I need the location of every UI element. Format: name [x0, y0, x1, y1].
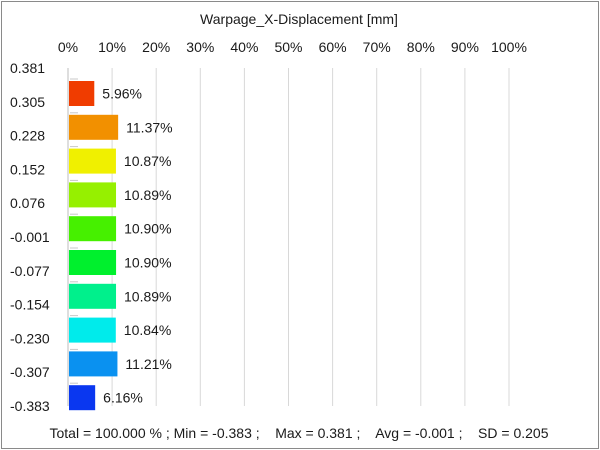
bar: [69, 283, 117, 309]
bar-labels: 5.96% 11.37% 10.87% 10.89% 10.90% 10.90% 10.89…: [102, 86, 172, 406]
y-boundary-label: -0.383: [10, 398, 50, 414]
x-tick-label: 100%: [491, 39, 527, 55]
bar: [69, 81, 95, 106]
bar-value-label: 11.21%: [125, 356, 171, 372]
x-tick-label: 20%: [142, 39, 170, 55]
bar-value-label: 6.16%: [103, 390, 143, 406]
bar-value-label: 5.96%: [102, 86, 142, 102]
x-tick-label: 90%: [451, 39, 479, 55]
bar: [69, 114, 119, 140]
y-boundary-label: 0.076: [10, 195, 45, 211]
chart-title: Warpage_X-Displacement [mm]: [200, 11, 398, 27]
bar: [69, 250, 117, 275]
bar: [69, 385, 96, 411]
bar-value-label: 10.89%: [124, 288, 171, 304]
x-axis-ticks: 0% 10% 20% 30% 40% 50% 60% 70% 80% 90% 100%: [58, 39, 527, 55]
bar-value-label: 10.89%: [124, 187, 171, 203]
y-boundary-label: -0.230: [10, 330, 50, 346]
x-tick-label: 60%: [319, 39, 347, 55]
bar-value-label: 10.90%: [124, 255, 171, 271]
bar: [69, 216, 117, 242]
bar: [69, 148, 116, 174]
y-boundary-label: -0.307: [10, 364, 50, 380]
bar-value-label: 11.37%: [126, 119, 172, 135]
x-tick-label: 30%: [186, 39, 214, 55]
y-boundary-label: 0.305: [10, 94, 45, 110]
y-axis-boundaries: 0.381 0.305 0.228 0.152 0.076 -0.001 -0.077 -0.…: [10, 60, 50, 414]
x-tick-label: 10%: [98, 39, 126, 55]
summary-statistics: Total = 100.000 % ; Min = -0.383 ; Max =…: [50, 425, 549, 441]
bar: [69, 351, 118, 377]
x-tick-label: 40%: [230, 39, 258, 55]
bars: [69, 78, 119, 411]
y-boundary-label: -0.154: [10, 297, 50, 313]
y-boundary-label: 0.152: [10, 161, 45, 177]
x-tick-label: 80%: [407, 39, 435, 55]
bar-value-label: 10.87%: [124, 153, 171, 169]
y-boundary-label: -0.001: [10, 229, 50, 245]
bar: [69, 182, 117, 208]
x-tick-label: 0%: [58, 39, 78, 55]
bar: [69, 317, 116, 343]
x-tick-label: 70%: [363, 39, 391, 55]
bar-value-label: 10.90%: [124, 221, 171, 237]
y-boundary-label: -0.077: [10, 263, 50, 279]
bar-value-label: 10.84%: [124, 322, 171, 338]
x-tick-label: 50%: [274, 39, 302, 55]
y-boundary-label: 0.381: [10, 60, 45, 76]
y-boundary-label: 0.228: [10, 128, 45, 144]
